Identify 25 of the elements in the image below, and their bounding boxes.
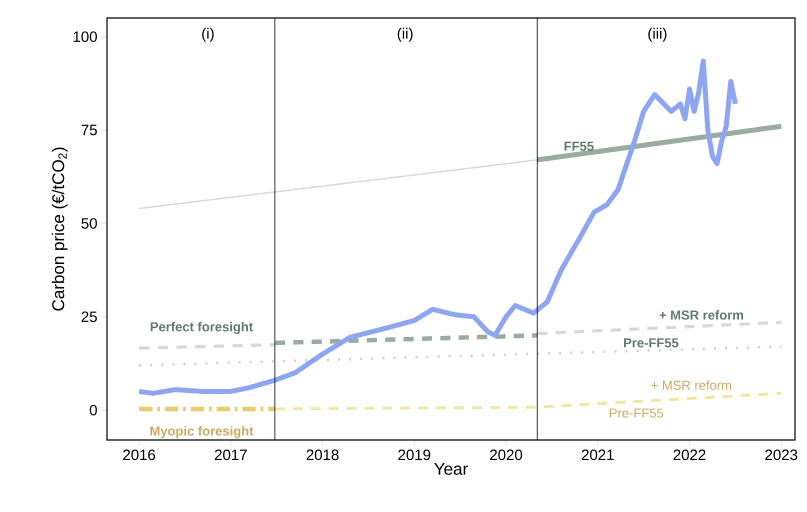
annotation: Myopic foresight	[150, 426, 254, 438]
x-tick-label: 2016	[123, 450, 156, 460]
x-tick-label: 2018	[306, 450, 339, 460]
y-tick-label: 50	[81, 218, 97, 229]
y-axis-title: Carbon price (€/tCO$_{2}$)	[52, 148, 68, 311]
annotation: Pre-FF55	[610, 408, 664, 418]
annotation: + MSR reform	[660, 310, 744, 320]
y-tick-label: 25	[82, 311, 97, 322]
x-tick-label: 2021	[582, 450, 614, 460]
annotation: (iii)	[648, 28, 666, 42]
y-tick-label: 100	[74, 31, 97, 42]
x-tick-label: 2020	[490, 450, 522, 460]
annotation: (ii)	[398, 28, 413, 42]
y-tick-label: 75	[82, 124, 97, 136]
x-tick-label: 2022	[674, 450, 706, 460]
annotation: (i)	[202, 28, 214, 42]
annotation: Pre-FF55	[624, 338, 678, 348]
annotation: Perfect foresight	[150, 322, 253, 334]
series-label: FF55	[564, 142, 594, 151]
x-tick-label: 2023	[765, 450, 798, 460]
x-tick-label: 2019	[398, 450, 430, 460]
x-axis-title: Year	[434, 462, 468, 475]
x-tick-label: 2017	[214, 450, 247, 460]
y-tick-label: 0	[90, 404, 97, 416]
annotation: + MSR reform	[651, 380, 732, 390]
